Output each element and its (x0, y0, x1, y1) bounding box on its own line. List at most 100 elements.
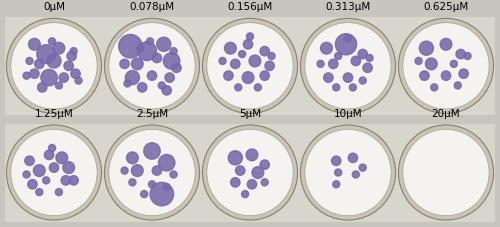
Circle shape (36, 189, 43, 196)
Ellipse shape (207, 23, 293, 109)
Circle shape (246, 149, 258, 161)
Circle shape (260, 160, 270, 169)
Circle shape (230, 59, 240, 69)
Circle shape (37, 45, 56, 64)
Circle shape (219, 57, 226, 64)
Circle shape (359, 164, 366, 171)
Circle shape (152, 166, 162, 175)
Circle shape (126, 71, 140, 85)
Circle shape (336, 34, 356, 55)
Circle shape (249, 55, 261, 67)
Circle shape (129, 179, 136, 186)
Circle shape (53, 42, 65, 54)
Circle shape (38, 83, 47, 92)
Circle shape (163, 184, 170, 191)
Circle shape (442, 71, 450, 80)
Circle shape (351, 56, 360, 66)
Text: 5μM: 5μM (239, 109, 261, 119)
Circle shape (415, 57, 422, 64)
Circle shape (459, 69, 468, 78)
Ellipse shape (11, 129, 97, 216)
Circle shape (67, 51, 76, 61)
Circle shape (332, 84, 340, 91)
Circle shape (64, 61, 74, 71)
Ellipse shape (403, 23, 489, 109)
Circle shape (242, 72, 254, 84)
Ellipse shape (109, 129, 195, 216)
Circle shape (242, 190, 248, 198)
Circle shape (44, 150, 54, 160)
Circle shape (348, 153, 358, 163)
Circle shape (148, 181, 156, 188)
Circle shape (156, 37, 171, 51)
Ellipse shape (202, 125, 298, 220)
Text: 20μM: 20μM (432, 109, 460, 119)
Circle shape (454, 82, 462, 89)
Circle shape (236, 166, 245, 175)
Circle shape (28, 38, 40, 50)
Circle shape (265, 61, 274, 71)
Ellipse shape (305, 23, 391, 109)
Circle shape (118, 35, 142, 58)
Circle shape (70, 48, 77, 55)
Circle shape (246, 33, 254, 40)
Ellipse shape (398, 18, 494, 113)
Circle shape (34, 165, 45, 176)
Circle shape (56, 189, 62, 196)
Circle shape (158, 155, 175, 171)
Circle shape (426, 58, 437, 70)
Circle shape (61, 176, 70, 185)
Ellipse shape (403, 129, 489, 216)
Circle shape (170, 171, 177, 178)
Circle shape (358, 49, 368, 59)
Circle shape (41, 69, 58, 86)
Circle shape (359, 77, 366, 84)
Circle shape (56, 82, 62, 89)
Circle shape (261, 179, 268, 186)
Circle shape (164, 53, 180, 69)
Circle shape (26, 57, 33, 64)
Circle shape (162, 86, 172, 95)
Circle shape (63, 162, 74, 173)
Ellipse shape (207, 129, 293, 216)
Circle shape (47, 54, 61, 68)
Circle shape (138, 83, 147, 92)
Text: 0μM: 0μM (43, 2, 65, 12)
Circle shape (158, 82, 166, 89)
Ellipse shape (6, 125, 102, 220)
Circle shape (254, 84, 262, 91)
Text: 2.5μM: 2.5μM (136, 109, 168, 119)
Text: 0.078μM: 0.078μM (130, 2, 174, 12)
Ellipse shape (300, 125, 396, 220)
Circle shape (144, 143, 160, 159)
Circle shape (152, 53, 162, 63)
Circle shape (23, 171, 30, 178)
Circle shape (56, 152, 68, 164)
Circle shape (140, 190, 147, 198)
Ellipse shape (104, 125, 200, 220)
Circle shape (363, 63, 372, 72)
Circle shape (50, 163, 58, 172)
Text: 10μM: 10μM (334, 109, 362, 119)
Circle shape (366, 54, 373, 62)
Ellipse shape (109, 23, 195, 109)
Circle shape (464, 52, 471, 59)
Circle shape (165, 73, 174, 82)
Circle shape (170, 48, 177, 55)
Circle shape (350, 84, 356, 91)
Circle shape (120, 59, 130, 69)
Ellipse shape (300, 18, 396, 113)
Circle shape (450, 60, 458, 67)
Circle shape (252, 167, 264, 178)
Circle shape (334, 169, 342, 176)
Circle shape (48, 38, 56, 45)
Text: 0.156μM: 0.156μM (228, 2, 272, 12)
Circle shape (28, 180, 37, 189)
Circle shape (34, 59, 44, 69)
Circle shape (69, 176, 78, 185)
Circle shape (260, 47, 270, 56)
Circle shape (334, 52, 342, 59)
Circle shape (430, 84, 438, 91)
Circle shape (124, 80, 131, 87)
Circle shape (42, 177, 50, 184)
